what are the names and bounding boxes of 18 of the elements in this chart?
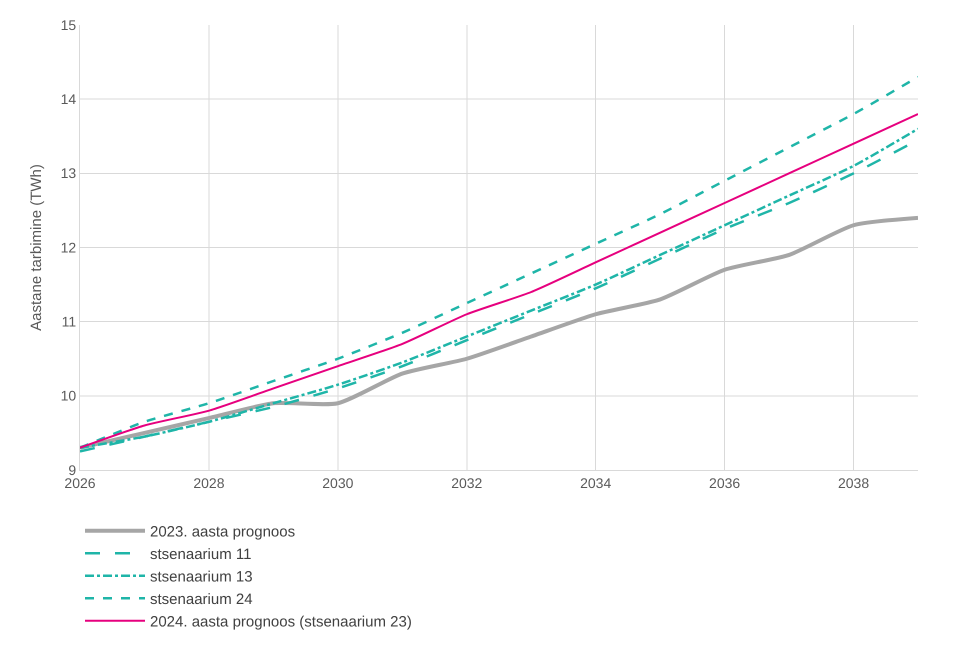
x-tick-label: 2032 [451, 474, 483, 491]
legend-label: stsenaarium 11 [150, 546, 252, 564]
legend-label: stsenaarium 24 [150, 591, 253, 608]
x-tick-label: 2028 [193, 474, 225, 491]
y-tick-label: 14 [60, 91, 76, 108]
legend-label: stsenaarium 13 [150, 568, 253, 586]
legend-label: 2023. aasta prognoos [150, 524, 296, 541]
x-tick-label: 2030 [322, 474, 354, 491]
y-tick-label: 15 [60, 16, 76, 33]
x-tick-label: 2038 [838, 474, 870, 491]
legend-label: 2024. aasta prognoos (stsenaarium 23) [150, 614, 412, 631]
y-axis-title: Aastane tarbimine (TWh) [28, 164, 45, 331]
y-tick-label: 13 [60, 165, 76, 182]
y-tick-label: 12 [60, 239, 76, 256]
y-tick-label: 11 [62, 314, 76, 330]
y-tick-label: 10 [60, 388, 76, 404]
x-tick-label: 2036 [709, 474, 740, 491]
x-tick-label: 2034 [580, 474, 612, 491]
